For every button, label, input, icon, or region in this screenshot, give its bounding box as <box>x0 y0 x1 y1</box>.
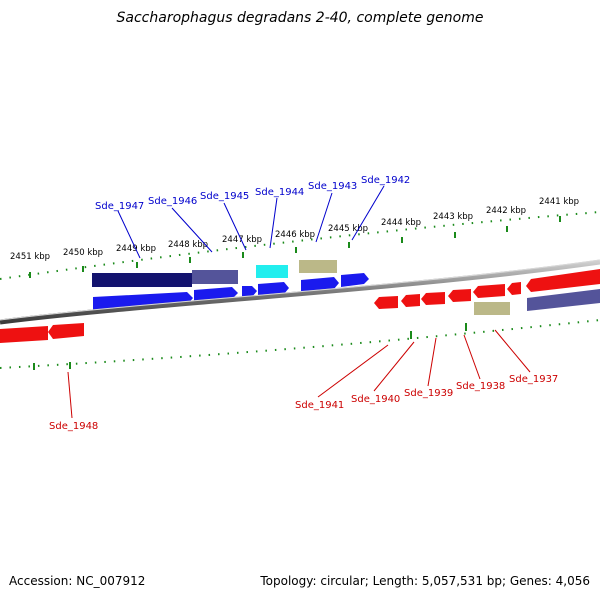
genome-summary-text: Topology: circular; Length: 5,057,531 bp… <box>259 574 590 588</box>
cds-arrow-reverse[interactable] <box>48 323 84 339</box>
tick-label: 2448 kbp <box>168 240 208 250</box>
gene-label-forward[interactable]: Sde_1945 <box>200 191 249 202</box>
reverse-gene-labels: Sde_1948 Sde_1941 Sde_1940 Sde_1939 Sde_… <box>49 374 558 432</box>
feature-slate[interactable] <box>192 270 238 284</box>
tick-label: 2451 kbp <box>10 252 50 262</box>
reverse-callout-lines <box>67 329 531 419</box>
gene-label-forward[interactable]: Sde_1947 <box>95 201 144 212</box>
genome-backbone <box>0 259 600 325</box>
gene-label-reverse[interactable]: Sde_1938 <box>456 381 505 392</box>
feature-khaki[interactable] <box>299 260 337 273</box>
gene-label-reverse[interactable]: Sde_1939 <box>404 388 453 399</box>
tick-label: 2441 kbp <box>539 197 579 207</box>
cds-arrow-reverse[interactable] <box>526 269 600 292</box>
gene-label-reverse[interactable]: Sde_1940 <box>351 394 400 405</box>
gene-label-reverse[interactable]: Sde_1948 <box>49 421 98 432</box>
feature-slate[interactable] <box>527 289 600 311</box>
upper-tick-track <box>0 211 600 280</box>
map-title: Saccharophagus degradans 2-40, complete … <box>117 10 484 26</box>
accession-text: Accession: NC_007912 <box>9 574 145 588</box>
reverse-outer-row <box>474 289 600 315</box>
callout-line <box>317 344 389 398</box>
cds-arrow-forward[interactable] <box>258 282 289 296</box>
reverse-cds-row <box>0 269 600 343</box>
cds-arrow-forward[interactable] <box>242 286 257 298</box>
lower-dotted-track <box>0 319 600 369</box>
cds-arrow-reverse[interactable] <box>374 296 398 309</box>
gene-label-reverse[interactable]: Sde_1937 <box>509 374 558 385</box>
tick-label: 2443 kbp <box>433 212 473 222</box>
cds-arrow-reverse[interactable] <box>507 282 521 295</box>
cds-arrow-reverse[interactable] <box>0 326 48 343</box>
gene-label-reverse[interactable]: Sde_1941 <box>295 400 344 411</box>
cds-arrow-forward[interactable] <box>341 273 369 287</box>
genome-backbone-highlight <box>0 259 600 321</box>
gene-label-forward[interactable]: Sde_1942 <box>361 175 410 186</box>
cds-arrow-reverse[interactable] <box>421 292 445 305</box>
gene-label-forward[interactable]: Sde_1946 <box>148 196 197 207</box>
lower-tick-track <box>0 319 600 370</box>
callout-line <box>315 192 333 243</box>
tick-label: 2446 kbp <box>275 230 315 240</box>
callout-line <box>427 337 437 387</box>
tick-label: 2450 kbp <box>63 248 103 258</box>
callout-line <box>171 207 213 253</box>
cds-arrow-reverse[interactable] <box>473 284 505 298</box>
forward-callout-lines <box>117 185 385 259</box>
feature-dark[interactable] <box>92 273 192 287</box>
callout-line <box>269 197 278 249</box>
callout-line <box>351 185 385 241</box>
forward-gene-labels: Sde_1947 Sde_1946 Sde_1945 Sde_1944 Sde_… <box>95 175 410 212</box>
forward-outer-row <box>92 260 337 287</box>
callout-line <box>117 210 141 259</box>
feature-khaki[interactable] <box>474 302 510 315</box>
callout-line <box>494 329 531 373</box>
cds-arrow-reverse[interactable] <box>448 289 471 302</box>
cds-arrow-reverse[interactable] <box>401 294 420 307</box>
cds-arrow-forward[interactable] <box>301 277 339 292</box>
callout-line <box>67 371 73 419</box>
callout-line <box>223 202 247 251</box>
tick-label: 2444 kbp <box>381 218 421 228</box>
tick-label: 2442 kbp <box>486 206 526 216</box>
tick-label: 2445 kbp <box>328 224 368 234</box>
callout-line <box>373 341 415 392</box>
feature-cyan[interactable] <box>256 265 288 278</box>
callout-line <box>463 334 481 380</box>
gene-label-forward[interactable]: Sde_1944 <box>255 187 304 198</box>
tick-label: 2447 kbp <box>222 235 262 245</box>
gene-label-forward[interactable]: Sde_1943 <box>308 181 357 192</box>
